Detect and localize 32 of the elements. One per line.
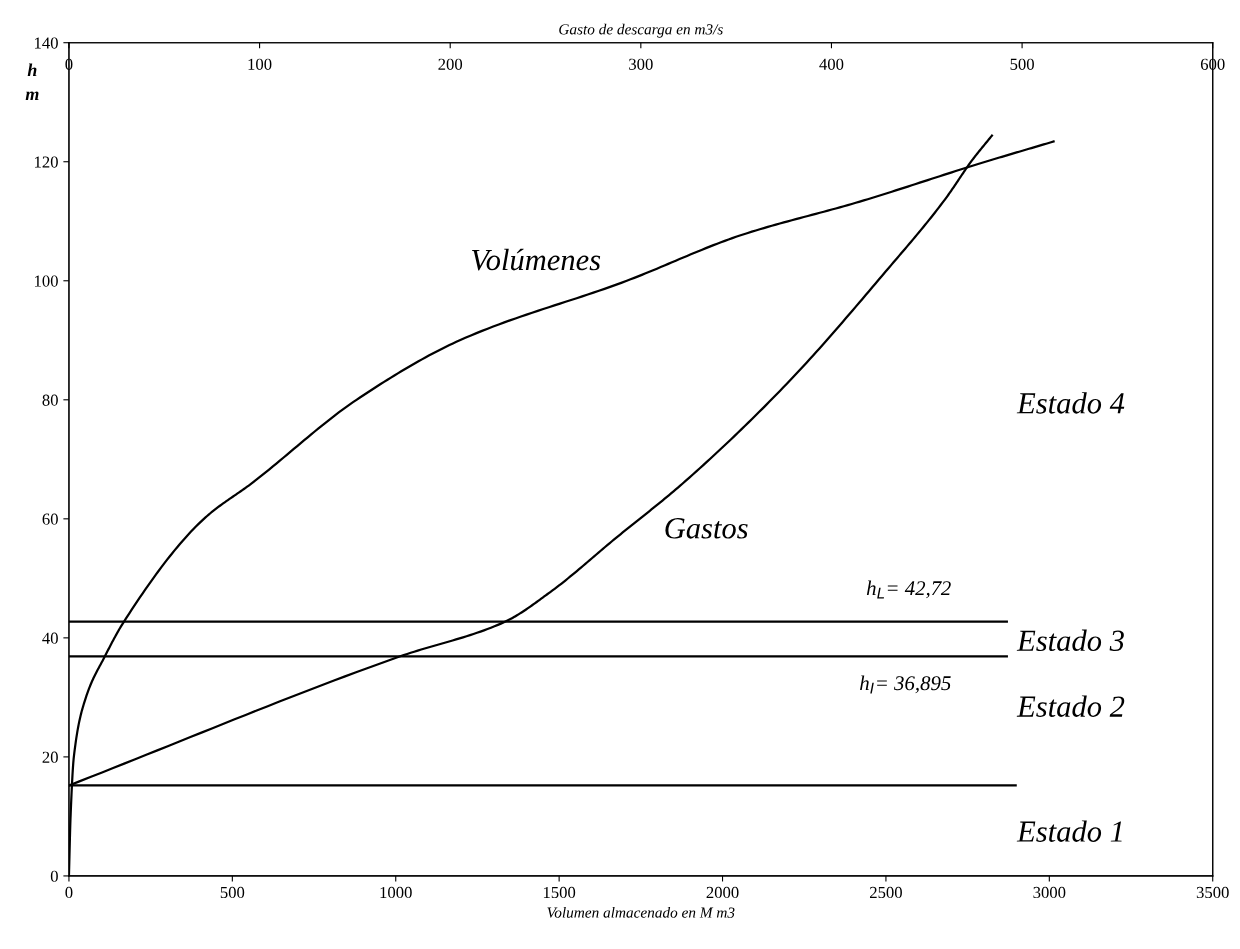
y-tick-label: 100 bbox=[34, 275, 58, 287]
y-tick-label: 140 bbox=[34, 37, 58, 49]
x2-axis-title: Gasto de descarga en m3/s bbox=[559, 23, 723, 38]
annotation: Estado 4 bbox=[1016, 392, 1125, 414]
annotation: h$_{L}$= 42,72 bbox=[866, 580, 951, 599]
y-tick-label: 120 bbox=[34, 156, 58, 168]
annotation: Estado 2 bbox=[1016, 695, 1125, 717]
x-axis-title: Volumen almacenado en M m3 bbox=[547, 907, 735, 918]
annotation: h$_{I}$= 36,895 bbox=[860, 675, 951, 694]
x2-tick-label: 200 bbox=[438, 58, 463, 70]
x-tick-label: 1500 bbox=[543, 886, 576, 899]
x-tick-label: 3000 bbox=[1033, 886, 1066, 899]
x2-tick-label: 300 bbox=[629, 58, 653, 70]
y-tick-label: 60 bbox=[42, 513, 58, 525]
x-tick-label: 3500 bbox=[1196, 886, 1229, 899]
y-tick-label: 40 bbox=[42, 632, 58, 644]
annotation: Estado 3 bbox=[1016, 629, 1124, 652]
annotation: Volúmenes bbox=[472, 248, 601, 271]
annotation: Estado 1 bbox=[1016, 820, 1122, 842]
y-axis-title: h m bbox=[25, 63, 39, 100]
x2-tick-label: 400 bbox=[819, 58, 844, 70]
x-tick-label: 1000 bbox=[380, 886, 412, 899]
x-tick-label: 0 bbox=[65, 886, 73, 899]
x-tick-label: 2500 bbox=[869, 886, 902, 899]
y-tick-label: 80 bbox=[42, 394, 58, 406]
x2-tick-label: 500 bbox=[1010, 58, 1034, 70]
x2-tick-label: 100 bbox=[248, 58, 272, 70]
x-tick-label: 2000 bbox=[706, 886, 739, 899]
x-tick-label: 500 bbox=[220, 886, 245, 899]
annotation: Gastos bbox=[665, 518, 748, 539]
y-tick-label: 20 bbox=[42, 751, 58, 763]
y-tick-label: 0 bbox=[50, 870, 58, 882]
